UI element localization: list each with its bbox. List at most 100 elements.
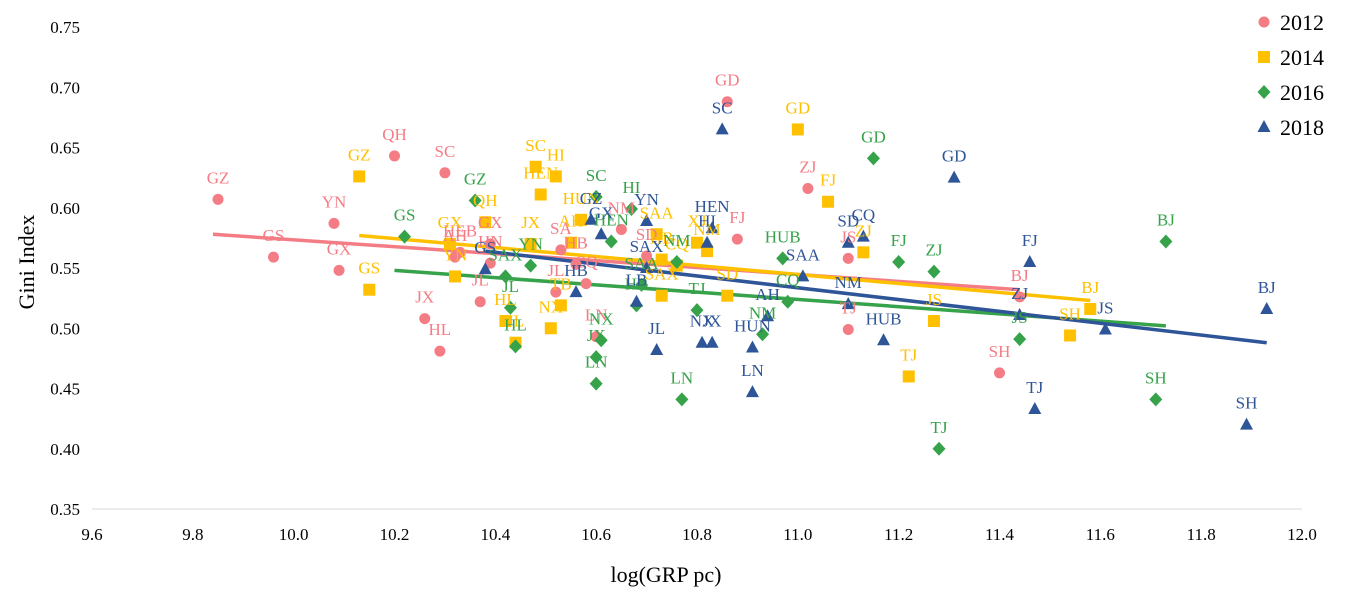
point-2018-hun	[745, 340, 759, 353]
point-2014-saa	[650, 228, 663, 241]
point-label-2016: HI	[622, 178, 640, 197]
x-tick-label: 9.8	[182, 525, 203, 544]
point-label-2014: NX	[539, 297, 564, 316]
point-2018-hi	[700, 235, 714, 248]
point-label-2016: SAX	[488, 245, 522, 264]
point-label-2012: GZ	[207, 168, 230, 187]
point-2016-jl	[503, 300, 517, 315]
point-label-2018: YN	[634, 190, 659, 209]
point-2018-cq	[856, 229, 870, 242]
point-2014-hl	[499, 315, 512, 328]
point-label-2014: HEN	[523, 163, 558, 182]
point-2012-nm	[615, 223, 627, 235]
point-label-2018: HUB	[866, 309, 902, 328]
point-2012-tj	[842, 323, 854, 335]
point-label-2016: JS	[1012, 308, 1028, 327]
x-tick-label: 11.2	[884, 525, 913, 544]
point-label-2016: SC	[586, 166, 607, 185]
point-2018-nx	[695, 335, 709, 348]
point-label-2014: YN	[443, 245, 468, 264]
point-label-2014: JS	[926, 290, 942, 309]
point-label-2018: GS	[474, 238, 496, 257]
point-label-2012: HEB	[443, 221, 477, 240]
point-label-2016: LN	[671, 368, 694, 387]
point-2014-tb	[554, 299, 567, 312]
point-2012-zj	[802, 182, 814, 194]
point-2018-sd	[841, 235, 855, 248]
point-label-2012: GD	[715, 71, 740, 90]
point-label-2014: QH	[473, 191, 498, 210]
legend-marker-2014	[1258, 51, 1270, 63]
point-2014-qh	[479, 216, 492, 229]
point-2016-saa	[635, 277, 649, 292]
y-tick-label: 0.40	[50, 440, 80, 459]
point-2016-sc	[589, 189, 603, 204]
legend: 2012 2014 2016 2018	[1257, 10, 1324, 140]
point-label-2012: JX	[415, 288, 434, 307]
point-2012-sh	[994, 367, 1005, 379]
point-2014-gz	[353, 170, 366, 183]
point-label-2012: GS	[263, 226, 285, 245]
point-label-2014: FJ	[820, 171, 836, 190]
y-axis-title: Gini Index	[14, 215, 39, 310]
point-label-2016: NX	[589, 309, 614, 328]
point-2016-cq	[781, 294, 795, 309]
point-2016-hub	[776, 251, 790, 266]
point-2012-jx	[419, 313, 431, 325]
y-tick-labels: 0.35 0.40 0.45 0.50 0.55 0.60 0.65 0.70 0.75	[50, 18, 80, 519]
point-2014-gx	[443, 237, 456, 250]
point-2014-xj	[691, 236, 703, 249]
point-2014-sc	[529, 160, 542, 173]
x-tick-label: 12.0	[1287, 525, 1317, 544]
x-tick-label: 11.0	[783, 525, 812, 544]
point-2018-hb	[569, 285, 583, 298]
point-2014-zj	[857, 246, 870, 259]
point-2018-saa	[796, 269, 810, 282]
point-2014-gd	[791, 123, 804, 136]
point-label-2018: CQ	[852, 206, 876, 225]
point-2012-gs	[268, 251, 279, 263]
point-2016-jx	[589, 350, 603, 365]
point-label-2012: SA	[550, 219, 572, 238]
point-2018-bj	[1260, 301, 1274, 314]
point-2016-nx	[594, 333, 608, 348]
point-label-2016: ZJ	[925, 241, 942, 260]
point-label-2014: GS	[358, 259, 380, 278]
trendline-2014	[359, 233, 1091, 303]
point-2016-tj	[932, 441, 946, 456]
point-label-2012: HL	[429, 320, 452, 339]
x-tick-labels: 9.6 9.8 10.0 10.2 10.4 10.6 10.8 11.0 11.2 11.4 11…	[81, 525, 1317, 544]
y-tick-label: 0.65	[50, 139, 80, 158]
point-2018-sc	[715, 122, 729, 135]
point-2018-gx	[594, 227, 608, 240]
point-2014-bj	[1084, 302, 1097, 315]
point-2014-hi	[549, 170, 562, 183]
point-2016-gs	[398, 229, 412, 244]
point-2014-sax	[655, 289, 668, 302]
point-label-2016: GZ	[464, 170, 487, 189]
point-label-2012: CQ	[574, 253, 598, 272]
point-label-2014: HB	[650, 229, 674, 248]
point-label-2018: AH	[755, 285, 780, 304]
point-label-2018: GX	[589, 203, 614, 222]
y-tick-label: 0.60	[50, 199, 80, 218]
data-points	[212, 96, 1274, 456]
point-label-2014: NM	[693, 220, 720, 239]
point-label-2014: GZ	[348, 145, 371, 164]
point-label-2012: SH	[989, 342, 1011, 361]
point-label-2016: BJ	[1157, 210, 1175, 229]
point-label-2012: HB	[564, 233, 588, 252]
point-2012-sc	[439, 167, 451, 179]
point-2018-sax	[640, 261, 654, 273]
legend-label-2012: 2012	[1280, 10, 1324, 35]
point-label-2018: JS	[1097, 298, 1113, 317]
point-label-2018: JX	[703, 312, 722, 331]
point-label-2016: YN	[518, 235, 543, 254]
point-2018-jl	[650, 342, 664, 355]
point-label-2016: JL	[502, 277, 519, 296]
point-label-2018: SAA	[786, 245, 821, 264]
point-2016-nm	[756, 327, 770, 342]
point-2014-sd	[721, 289, 734, 302]
point-label-2012: SD	[636, 225, 658, 244]
x-tick-label: 11.4	[985, 525, 1015, 544]
